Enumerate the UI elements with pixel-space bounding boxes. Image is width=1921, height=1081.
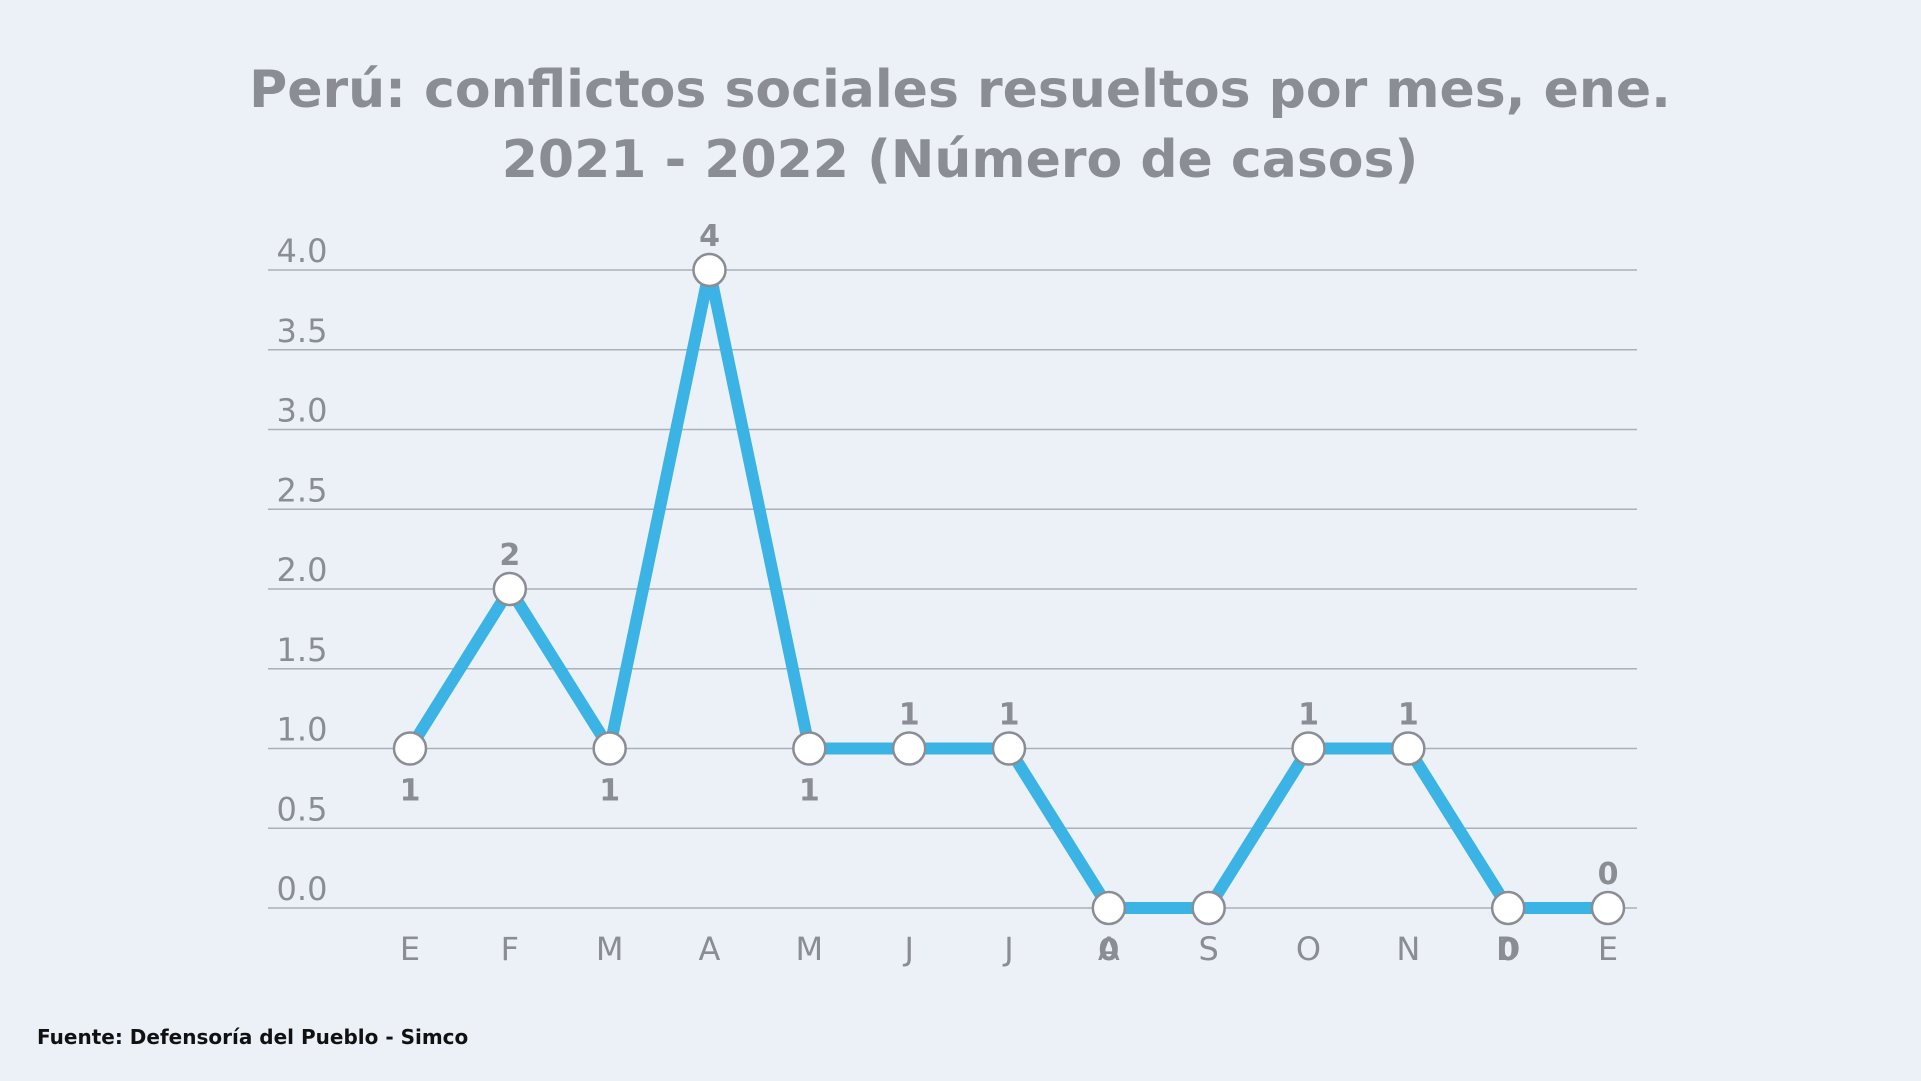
data-point [1391,731,1426,766]
x-tick-label: M [596,930,624,968]
x-tick-label: J [1002,930,1013,968]
x-tick-label: N [1396,930,1420,968]
x-tick-label: S [1199,930,1219,968]
x-tick-label: F [501,930,519,968]
data-label: 4 [699,219,720,254]
x-tick-label: A [1098,930,1120,968]
chart-title-line-1: Perú: conflictos sociales resueltos por … [249,60,1671,120]
data-point [1590,890,1626,926]
x-tick-label: J [902,930,913,968]
chart-title-line-2: 2021 - 2022 (Número de casos) [501,130,1419,190]
data-label: 2 [499,538,520,573]
y-tick-label: 1.5 [277,631,328,669]
data-point [1091,890,1127,926]
data-point [1291,731,1326,766]
y-tick-label: 4.0 [277,232,328,270]
data-point [792,731,827,766]
y-tick-label: 2.5 [277,471,328,509]
y-tick-label: 3.5 [277,312,328,350]
source-note: Fuente: Defensoría del Pueblo - Simco [37,1025,469,1049]
x-tick-label: M [796,930,824,968]
data-point [991,731,1027,766]
data-label: 1 [1298,698,1319,733]
y-tick-label: 0.5 [277,790,328,828]
data-label: 1 [799,774,820,809]
data-point [592,731,627,766]
y-tick-label: 0.0 [277,870,328,908]
data-point [891,731,927,766]
y-tick-label: 3.0 [277,392,328,430]
x-tick-label: O [1296,930,1321,968]
data-label: 1 [899,698,920,733]
data-label: 1 [1398,698,1419,733]
x-tick-label: D [1496,930,1521,968]
data-label: 1 [400,774,421,809]
y-tick-label: 2.0 [277,551,328,589]
data-label: 1 [999,698,1020,733]
y-tick-label: 1.0 [277,711,328,749]
data-point [692,252,727,288]
data-label: 0 [1098,933,1119,968]
data-point [392,731,428,766]
x-tick-label: E [400,930,420,968]
data-point [492,571,528,607]
data-label: 0 [1598,857,1619,892]
chart-title: Perú: conflictos sociales resueltos por … [150,55,1770,195]
x-tick-label: E [1598,930,1618,968]
data-point [1191,890,1226,926]
data-label: 1 [599,774,620,809]
data-label: 0 [1498,933,1519,968]
x-tick-label: A [699,930,721,968]
data-point [1490,890,1526,926]
